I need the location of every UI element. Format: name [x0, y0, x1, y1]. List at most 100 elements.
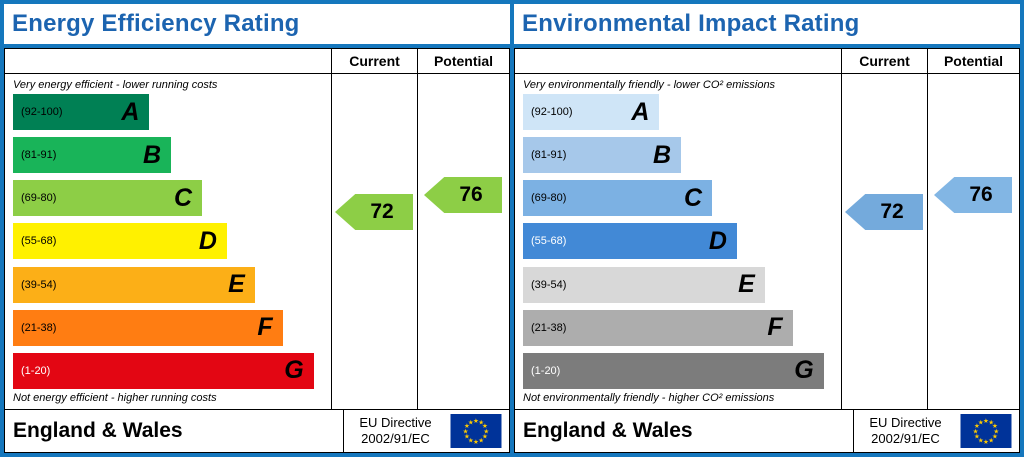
panel-title-text: Environmental Impact Rating [522, 10, 860, 37]
svg-text:★: ★ [478, 418, 484, 426]
rating-table: Current Potential Very environmentally f… [514, 48, 1020, 453]
band-range: (81-91) [21, 149, 57, 162]
current-column-header: Current [841, 49, 927, 74]
band-a: (92-100) A [13, 94, 150, 130]
band-f: (21-38) F [13, 309, 283, 346]
band-d: (55-68) D [13, 223, 227, 260]
svg-text:★: ★ [992, 433, 998, 441]
potential-rating-value: 76 [969, 183, 993, 206]
rating-bands: (92-100) A (81-91) B (69-80) C (55-68) [523, 94, 833, 389]
svg-text:★: ★ [973, 427, 979, 435]
band-c: (69-80) C [523, 180, 713, 217]
eu-directive-line1: EU Directive [869, 415, 942, 431]
region-label: England & Wales [13, 419, 183, 442]
table-footer: England & Wales EU Directive 2002/91/EC … [5, 409, 509, 452]
svg-text:★: ★ [478, 436, 484, 444]
band-letter: C [684, 183, 703, 212]
band-range: (21-38) [21, 321, 57, 334]
band-letter: A [631, 97, 650, 126]
svg-text:★: ★ [463, 427, 469, 435]
band-range: (55-68) [531, 235, 567, 248]
spacer-header-cell [515, 49, 841, 74]
eu-directive-line1: EU Directive [359, 415, 432, 431]
svg-text:★: ★ [464, 433, 470, 441]
eu-directive-label: EU Directive 2002/91/EC [343, 410, 447, 452]
svg-text:★: ★ [473, 417, 479, 425]
svg-text:★: ★ [468, 436, 474, 444]
rating-table: Current Potential Very energy efficient … [4, 48, 510, 453]
band-letter: G [284, 356, 304, 385]
band-range: (92-100) [531, 106, 573, 118]
band-range: (1-20) [531, 364, 561, 377]
band-range: (69-80) [531, 192, 567, 205]
band-range: (92-100) [21, 106, 63, 118]
potential-column-header: Potential [927, 49, 1019, 74]
bottom-caption: Not environmentally friendly - higher CO… [523, 392, 775, 404]
band-a: (92-100) A [523, 94, 660, 130]
svg-text:★: ★ [974, 422, 980, 430]
top-caption: Very energy efficient - lower running co… [13, 79, 218, 91]
band-letter: A [121, 97, 140, 126]
table-header: Current Potential [5, 49, 509, 74]
potential-column [417, 74, 509, 409]
potential-column [927, 74, 1019, 409]
band-b: (81-91) B [13, 137, 172, 174]
table-header: Current Potential [515, 49, 1019, 74]
svg-text:★: ★ [464, 422, 470, 430]
band-letter: E [738, 270, 755, 299]
band-range: (39-54) [21, 278, 57, 291]
band-letter: C [174, 183, 193, 212]
band-letter: F [257, 313, 273, 342]
rating-chart-body: Very energy efficient - lower running co… [5, 74, 509, 409]
band-range: (39-54) [531, 278, 567, 291]
bottom-caption: Not energy efficient - higher running co… [13, 392, 217, 404]
rating-bands: (92-100) A (81-91) B (69-80) C (55-68) [13, 94, 323, 389]
band-e: (39-54) E [13, 266, 255, 303]
current-column [331, 74, 417, 409]
svg-text:★: ★ [482, 422, 488, 430]
svg-text:★: ★ [978, 418, 984, 426]
bands-column: Very environmentally friendly - lower CO… [515, 74, 841, 409]
band-d: (55-68) D [523, 223, 737, 260]
current-column [841, 74, 927, 409]
band-f: (21-38) F [523, 309, 793, 346]
svg-text:★: ★ [988, 418, 994, 426]
svg-text:★: ★ [483, 427, 489, 435]
rating-chart-body: Very environmentally friendly - lower CO… [515, 74, 1019, 409]
eu-directive-line2: 2002/91/EC [361, 431, 430, 446]
environmental-impact-panel: Environmental Impact Rating Current Pote… [514, 4, 1020, 453]
band-letter: B [143, 140, 162, 169]
band-g: (1-20) G [13, 352, 314, 389]
region-label: England & Wales [523, 419, 693, 442]
eu-directive-label: EU Directive 2002/91/EC [853, 410, 957, 452]
potential-rating-value: 76 [459, 183, 483, 206]
eu-directive-line2: 2002/91/EC [871, 431, 940, 446]
bands-column: Very energy efficient - lower running co… [5, 74, 331, 409]
current-rating-value: 72 [880, 200, 904, 223]
band-letter: D [708, 226, 727, 255]
eu-flag-icon: ★ ★ ★ ★ ★ ★ ★ ★ ★ ★ ★ ★ [957, 414, 1019, 448]
band-letter: D [198, 226, 217, 255]
panel-title-text: Energy Efficiency Rating [12, 10, 300, 37]
band-g: (1-20) G [523, 352, 824, 389]
current-rating-value: 72 [370, 200, 394, 223]
svg-text:★: ★ [482, 433, 488, 441]
potential-column-header: Potential [417, 49, 509, 74]
band-letter: E [228, 270, 245, 299]
band-e: (39-54) E [523, 266, 765, 303]
band-c: (69-80) C [13, 180, 203, 217]
band-range: (81-91) [531, 149, 567, 162]
svg-text:★: ★ [974, 433, 980, 441]
svg-text:★: ★ [983, 417, 989, 425]
svg-text:★: ★ [983, 438, 989, 446]
eu-flag-icon: ★ ★ ★ ★ ★ ★ ★ ★ ★ ★ ★ ★ [447, 414, 509, 448]
energy-efficiency-panel: Energy Efficiency Rating Current Potenti… [4, 4, 510, 453]
panel-title: Energy Efficiency Rating [4, 4, 510, 44]
svg-text:★: ★ [978, 436, 984, 444]
spacer-header-cell [5, 49, 331, 74]
top-caption: Very environmentally friendly - lower CO… [523, 79, 776, 91]
svg-text:★: ★ [992, 422, 998, 430]
svg-text:★: ★ [473, 438, 479, 446]
svg-text:★: ★ [988, 436, 994, 444]
